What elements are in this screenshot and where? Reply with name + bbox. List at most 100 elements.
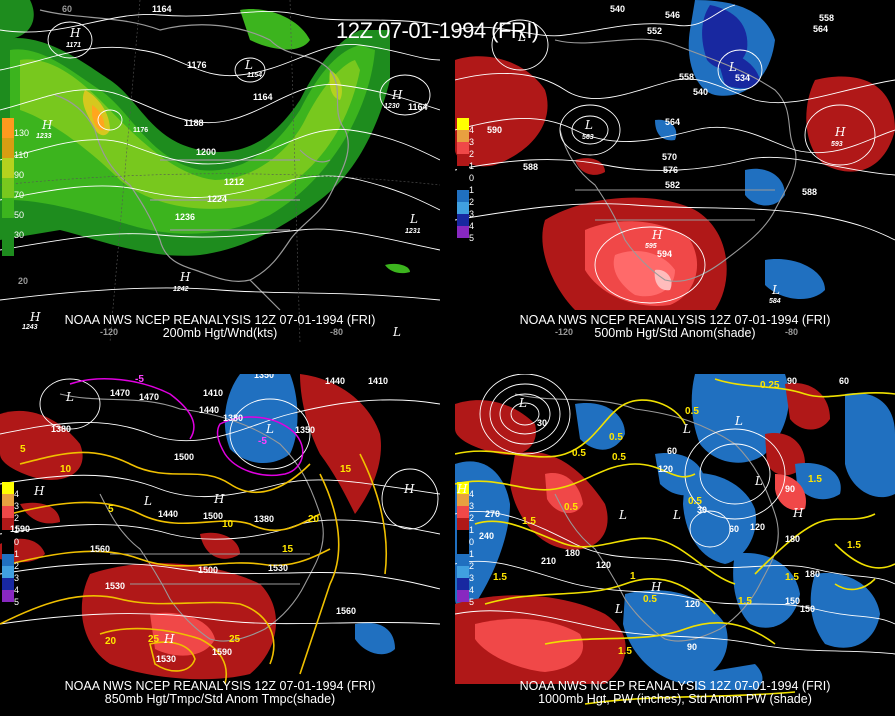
contour-label: 564 (665, 117, 681, 127)
contour-label: 150 (800, 604, 816, 614)
contour-label: 30 (537, 418, 548, 428)
legend-label: 90 (14, 170, 25, 180)
longitude-label: -120 (555, 327, 574, 337)
contour-label: 30 (697, 505, 708, 515)
temperature-label: 10 (60, 464, 72, 475)
legend-label: 3 (469, 137, 475, 147)
pw-label: 0.5 (685, 406, 699, 417)
contour-label: 60 (667, 446, 678, 456)
grid-lines (0, 0, 440, 342)
panel-caption-line2: 200mb Hgt/Wnd(kts) (162, 326, 278, 340)
pw-label: 1.5 (847, 540, 861, 551)
high-marker: H (34, 484, 45, 498)
contour-label: 588 (523, 162, 539, 172)
high-marker: H (42, 118, 53, 132)
legend-label: 2 (469, 197, 475, 207)
legend-swatch (2, 138, 14, 158)
pw-label: 1.5 (493, 572, 507, 583)
contour-label: 90 (687, 642, 698, 652)
map-200mb (0, 0, 440, 342)
legend-label: 1 (14, 549, 20, 559)
contour-label: 1530 (156, 654, 177, 664)
contour-label: 1500 (203, 511, 224, 521)
contour-label: 90 (785, 484, 796, 494)
low-marker: L (266, 422, 274, 436)
low-marker: L (615, 602, 623, 616)
low-marker: L (410, 212, 418, 226)
low-marker: L (673, 508, 681, 522)
latitude-label: 60 (62, 4, 73, 14)
legend-label: 2 (469, 561, 475, 571)
high-marker: H (30, 310, 41, 324)
legend-swatch (457, 166, 469, 190)
legend-swatch (457, 118, 469, 130)
legend-label: 4 (14, 489, 20, 499)
temperature-label: 5 (20, 444, 26, 455)
longitude-label: -80 (330, 327, 344, 337)
low-marker: L (66, 390, 74, 404)
high-marker: H (651, 580, 662, 594)
low-marker: L (772, 283, 780, 297)
low-marker: L (518, 30, 526, 44)
center-value: 1154 (247, 72, 263, 79)
contour-label: 120 (658, 464, 674, 474)
contour-label: 1380 (223, 413, 244, 423)
contour-label: 558 (679, 72, 695, 82)
temperature-label: 20 (308, 514, 320, 525)
negative-temperature-contours (69, 378, 304, 476)
temperature-label: 10 (222, 519, 234, 530)
main-title: 12Z 07-01-1994 (FRI) (336, 18, 539, 43)
center-value: 584 (769, 298, 781, 305)
legend-swatch (457, 130, 469, 142)
contour-label: 1530 (268, 563, 289, 573)
legend-swatch (2, 590, 14, 602)
longitude-label: -80 (785, 327, 799, 337)
legend-swatch (2, 118, 14, 138)
contour-label: 1470 (139, 392, 160, 402)
contour-label: 180 (565, 548, 581, 558)
legend-swatch (2, 218, 14, 256)
contour-label: 1410 (203, 388, 224, 398)
contour-label: 1164 (253, 92, 273, 102)
map-500mb (455, 0, 895, 310)
low-marker: L (144, 494, 152, 508)
low-marker: L (393, 325, 401, 339)
center-value: 1243 (22, 324, 38, 331)
temperature-label: 25 (229, 634, 241, 645)
contour-label: 1224 (207, 194, 228, 204)
center-value: 1171 (66, 42, 82, 49)
contour-label: 180 (805, 569, 821, 579)
high-marker: H (392, 88, 403, 102)
contour-label: 570 (662, 152, 678, 162)
legend-label: 3 (469, 209, 475, 219)
pw-label: 0.5 (612, 452, 626, 463)
panel-500mb-height-anomaly: 4 3 2 1 0 1 2 3 4 5 540 546 552 558 564 … (455, 0, 895, 342)
contour-label: 534 (735, 73, 751, 83)
contour-label: 120 (750, 522, 766, 532)
temperature-label: 25 (148, 634, 160, 645)
anomaly-shading (0, 374, 395, 680)
coastlines (554, 38, 797, 282)
contour-label: 60 (839, 376, 850, 386)
contour-label: 270 (485, 509, 501, 519)
longitude-label: -120 (100, 327, 119, 337)
contour-label: 594 (657, 249, 673, 259)
temperature-label: 5 (108, 504, 114, 515)
contour-label: 150 (785, 596, 801, 606)
contour-label: 1560 (336, 606, 357, 616)
contour-label: 240 (479, 531, 495, 541)
center-value: 595 (645, 243, 657, 250)
pw-label: 0.5 (564, 502, 578, 513)
legend-label: 1 (469, 161, 475, 171)
map-850mb (0, 374, 440, 685)
contour-label: 1500 (174, 452, 195, 462)
legend-label: 2 (14, 513, 20, 523)
legend-swatch (2, 494, 14, 506)
pw-label: 1.5 (785, 572, 799, 583)
low-marker: L (683, 422, 691, 436)
pw-label: 0.25 (760, 380, 780, 391)
legend-swatch (457, 578, 469, 590)
contour-label: 564 (813, 24, 829, 34)
anomaly-shading (455, 374, 895, 690)
